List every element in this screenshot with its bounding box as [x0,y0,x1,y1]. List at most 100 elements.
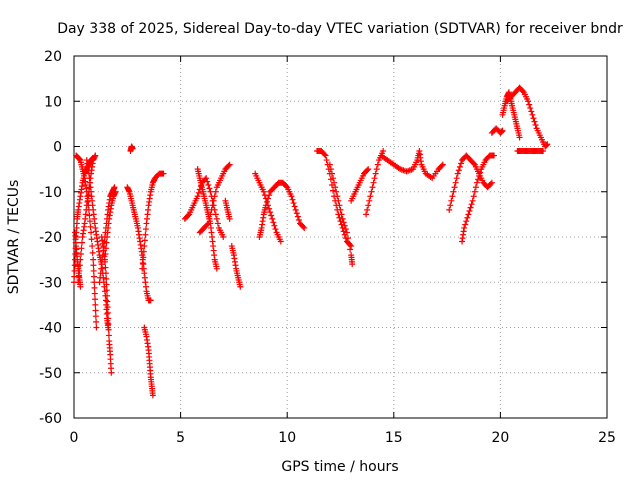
data-point [102,250,109,257]
series-pass-15 [194,166,220,272]
data-point [301,224,308,231]
series-pass-14 [196,161,233,236]
data-point [77,256,84,263]
data-point [104,304,111,311]
series-pass-25 [446,152,495,213]
data-point [472,184,479,191]
data-point [371,175,378,182]
y-tick-label: -50 [39,366,62,382]
data-point [75,279,82,286]
y-tick-label: -40 [39,321,62,337]
data-point [526,101,533,108]
data-points [71,84,551,399]
data-point [452,179,459,186]
series-pass-22 [348,166,372,204]
data-point [271,222,278,229]
series-pass-27 [488,125,506,136]
data-point [204,178,211,185]
data-point [103,281,110,288]
data-point [206,185,213,192]
data-point [89,243,96,250]
data-point [268,212,275,219]
data-point [328,170,335,177]
data-point [447,202,454,209]
series-pass-16 [222,197,233,222]
data-point [370,179,377,186]
series-pass-03 [73,152,100,331]
data-point [364,206,371,213]
data-point [491,152,498,159]
data-point [544,141,551,148]
data-point [332,184,339,191]
data-point [300,223,307,230]
data-point [212,211,219,218]
data-point [104,309,111,316]
data-point [347,246,354,253]
series-pass-29 [503,84,551,150]
series-pass-18 [252,170,284,245]
data-point [366,197,373,204]
data-point [93,324,100,331]
data-point [88,229,95,236]
data-point [454,170,461,177]
data-point [129,145,136,152]
plot-frame [73,55,608,419]
data-point [101,256,108,263]
data-point [448,197,455,204]
data-point [139,260,146,267]
data-point [207,188,214,195]
data-point [92,313,99,320]
data-point [90,273,97,280]
data-point [225,162,232,169]
data-point [453,175,460,182]
data-point [226,161,233,168]
data-point [451,184,458,191]
data-point [213,215,220,222]
data-point [160,170,167,177]
data-point [92,296,99,303]
data-point [283,183,290,190]
data-point [289,196,296,203]
data-point [295,217,302,224]
series-pass-10 [124,184,154,304]
data-point [334,193,341,200]
data-point [463,218,470,225]
data-point [88,236,95,243]
y-tick-label: -30 [39,275,62,291]
data-point [369,184,376,191]
data-point [470,160,477,167]
data-point [294,213,301,220]
data-point [330,175,337,182]
data-point [266,205,273,212]
data-point [71,262,78,269]
data-point [342,226,349,233]
x-axis-label: GPS time / hours [281,459,398,475]
data-point [290,200,297,207]
x-tick-label: 15 [385,430,403,446]
data-point [527,105,534,112]
data-point [262,202,269,209]
data-point [363,211,370,218]
chart-title: Day 338 of 2025, Sidereal Day-to-day VTE… [57,21,623,37]
data-point [102,264,109,271]
data-point [93,318,100,325]
data-point [76,267,83,274]
data-point [333,188,340,195]
data-point [532,122,539,129]
y-tick-label: -20 [39,230,62,246]
data-point [291,203,298,210]
data-point [112,188,119,195]
data-point [525,98,532,105]
data-point [475,176,482,183]
data-point [103,239,110,246]
data-point [267,209,274,216]
data-point [339,215,346,222]
data-point [89,249,96,256]
data-point [336,202,343,209]
data-point [380,148,387,155]
y-axis-label: SDTVAR / TECUs [6,180,22,295]
data-point [288,193,295,200]
data-point [92,301,99,308]
data-point [449,193,456,200]
data-point [374,161,381,168]
